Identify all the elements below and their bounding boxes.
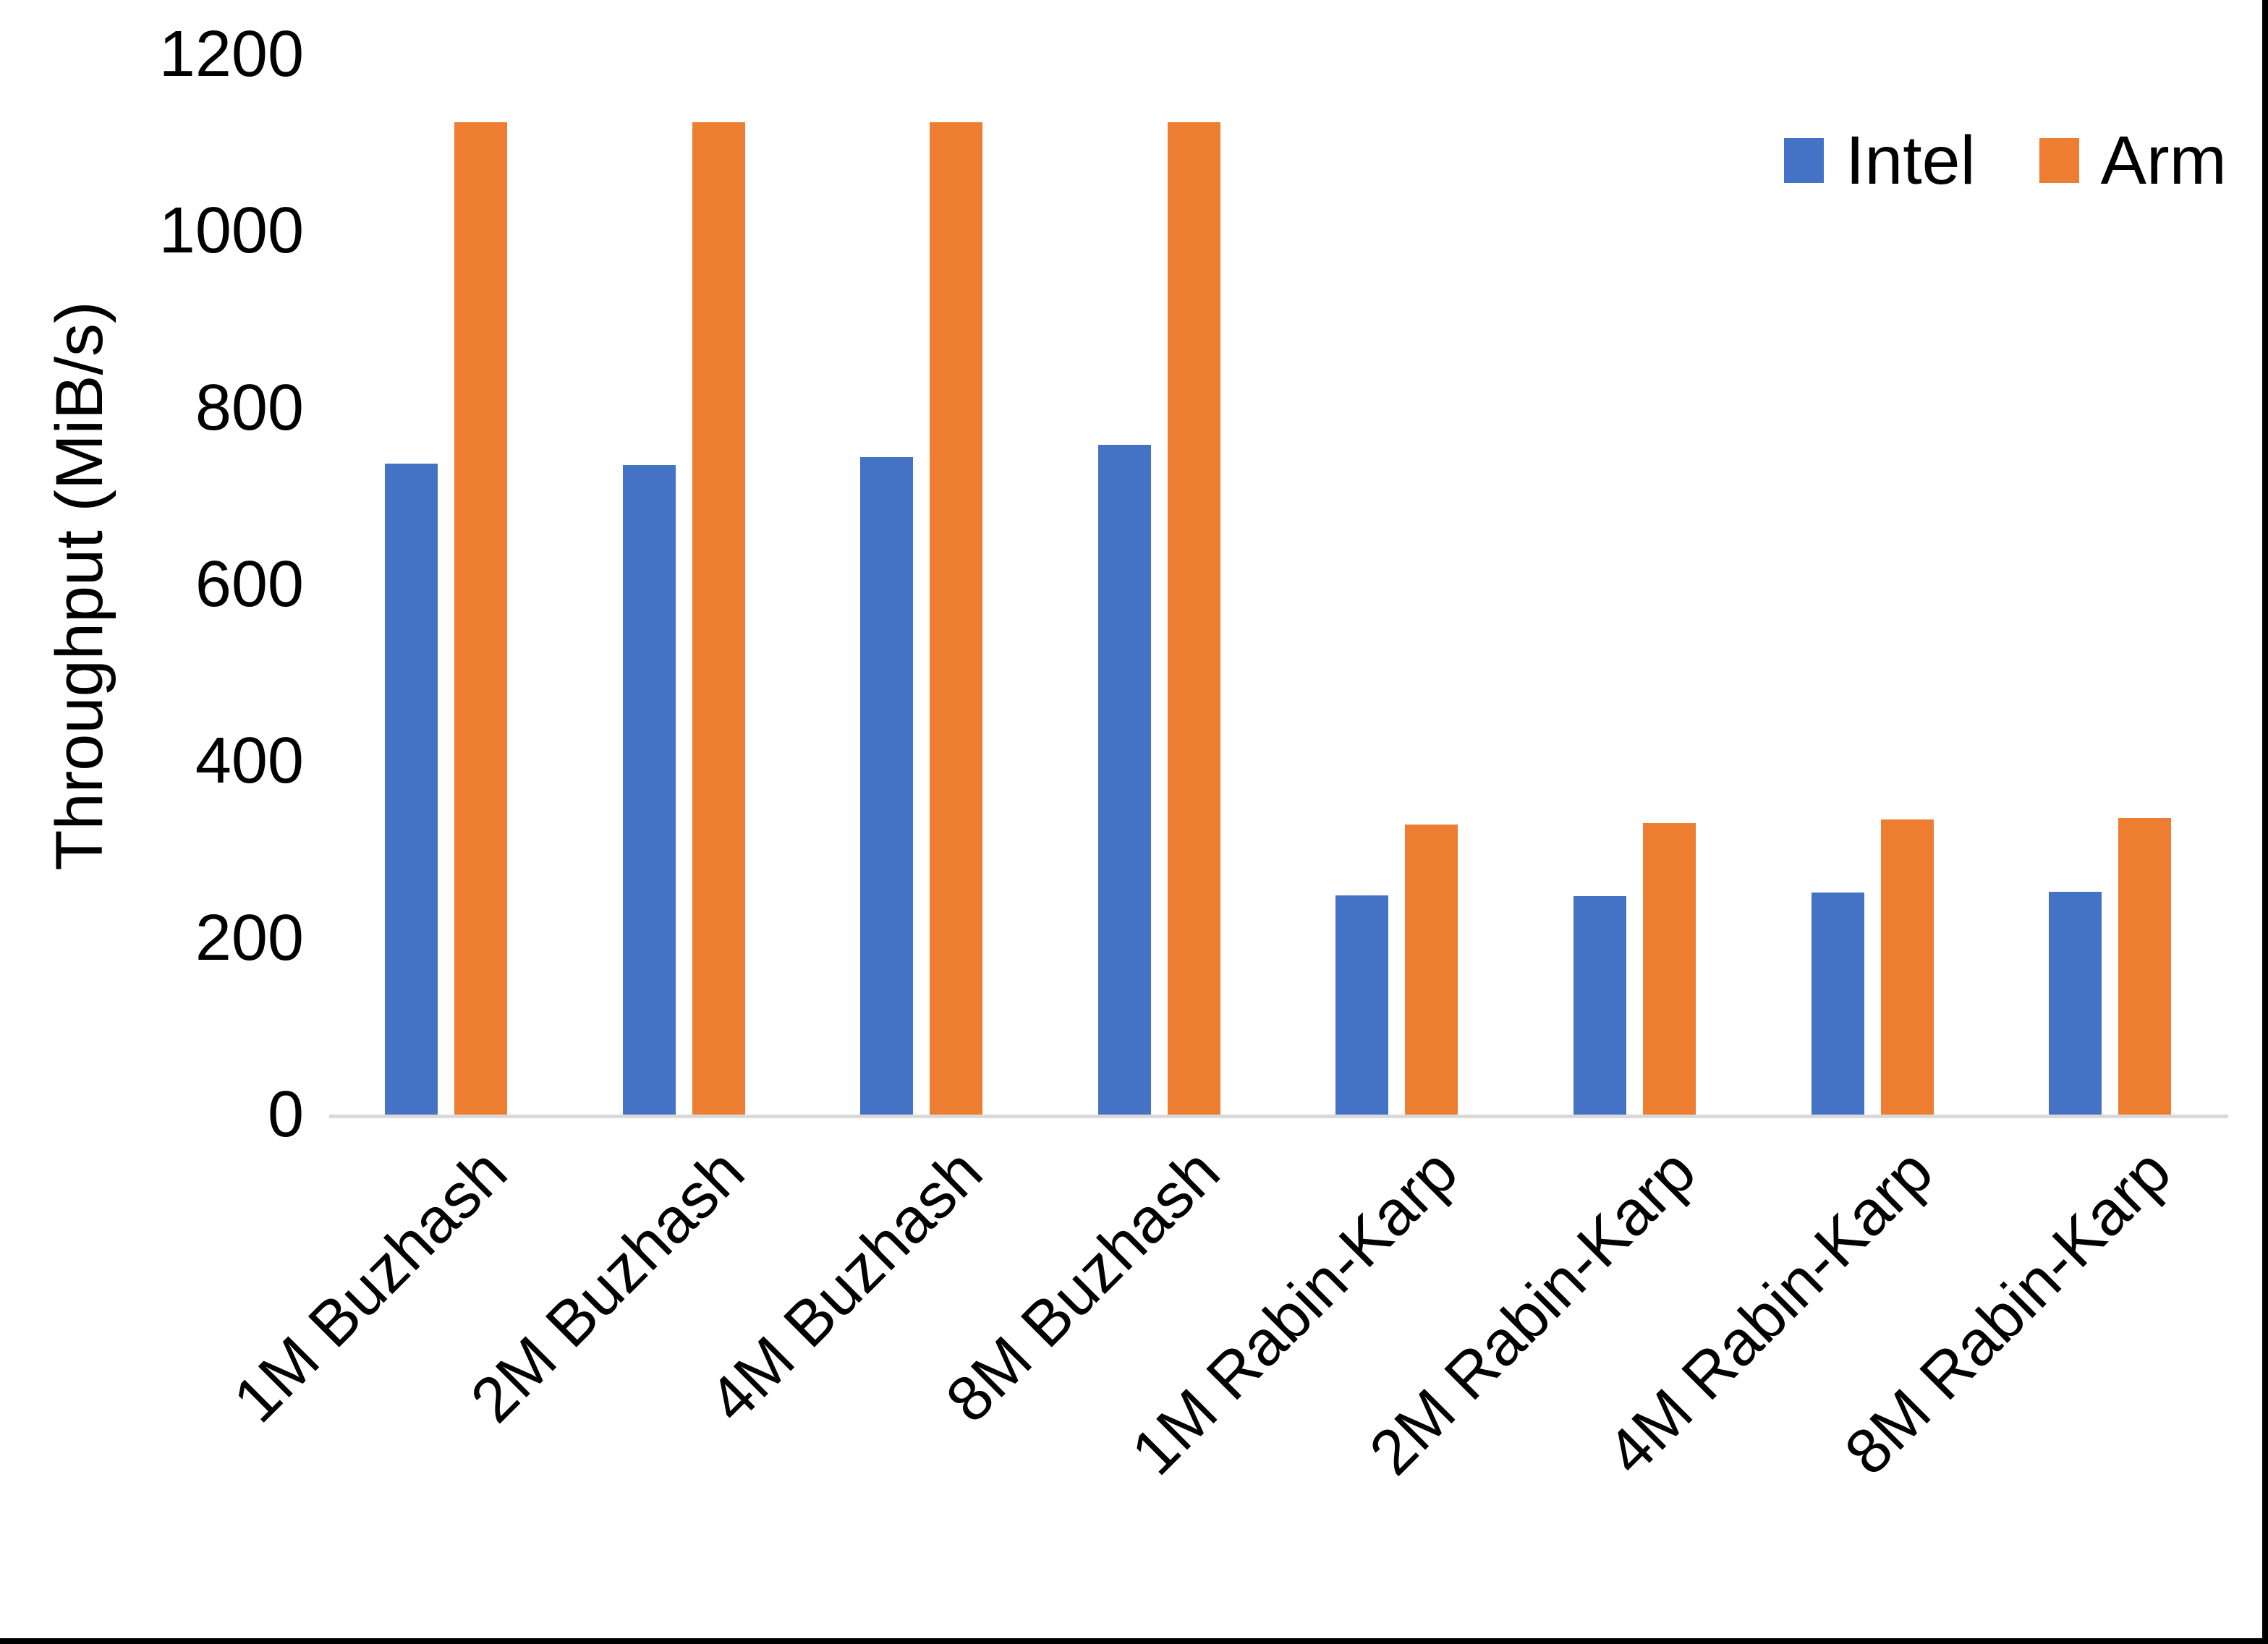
x-category-label-2m-rabin-karp: 2M Rabin-Karp bbox=[1355, 1135, 1709, 1488]
legend-item-intel: Intel bbox=[1784, 124, 1976, 197]
x-category-label-8m-rabin-karp: 8M Rabin-Karp bbox=[1830, 1135, 2184, 1488]
y-tick-label-1000: 1000 bbox=[158, 195, 304, 268]
legend-swatch-arm bbox=[2039, 138, 2079, 183]
legend-item-arm: Arm bbox=[2039, 124, 2227, 197]
bar-arm-2m-buzhash bbox=[692, 122, 745, 1115]
bar-intel-8m-rabin-karp bbox=[2049, 892, 2102, 1115]
legend-label-intel: Intel bbox=[1846, 122, 1976, 199]
x-category-label-1m-rabin-karp: 1M Rabin-Karp bbox=[1117, 1135, 1471, 1488]
legend: Intel Arm bbox=[1784, 124, 2227, 197]
bar-intel-2m-rabin-karp bbox=[1573, 896, 1626, 1115]
bar-intel-4m-rabin-karp bbox=[1811, 893, 1864, 1115]
legend-label-arm: Arm bbox=[2100, 122, 2227, 199]
bar-arm-1m-buzhash bbox=[454, 122, 507, 1115]
y-tick-label-200: 200 bbox=[195, 901, 304, 974]
bar-arm-8m-buzhash bbox=[1167, 122, 1220, 1115]
y-tick-label-600: 600 bbox=[195, 548, 304, 621]
x-category-label-4m-rabin-karp: 4M Rabin-Karp bbox=[1592, 1135, 1947, 1488]
x-category-label-4m-buzhash: 4M Buzhash bbox=[694, 1135, 995, 1436]
bar-intel-4m-buzhash bbox=[860, 457, 914, 1115]
y-tick-label-1200: 1200 bbox=[158, 18, 304, 90]
bar-intel-1m-rabin-karp bbox=[1335, 895, 1389, 1115]
bar-intel-8m-buzhash bbox=[1097, 444, 1151, 1115]
x-category-label-1m-buzhash: 1M Buzhash bbox=[218, 1135, 520, 1436]
y-tick-label-0: 0 bbox=[267, 1078, 304, 1151]
bar-arm-1m-rabin-karp bbox=[1405, 825, 1458, 1115]
y-tick-label-800: 800 bbox=[195, 371, 304, 444]
x-category-label-2m-buzhash: 2M Buzhash bbox=[456, 1135, 758, 1436]
y-tick-label-400: 400 bbox=[195, 725, 304, 798]
bar-arm-4m-rabin-karp bbox=[1880, 819, 1934, 1115]
bar-intel-2m-buzhash bbox=[622, 465, 676, 1115]
legend-swatch-intel bbox=[1784, 138, 1824, 183]
bar-arm-4m-buzhash bbox=[930, 122, 983, 1115]
bar-intel-1m-buzhash bbox=[385, 463, 438, 1115]
x-axis-line bbox=[329, 1115, 2228, 1118]
bar-arm-2m-rabin-karp bbox=[1643, 822, 1696, 1115]
x-category-label-8m-buzhash: 8M Buzhash bbox=[932, 1135, 1233, 1436]
bar-arm-8m-rabin-karp bbox=[2118, 817, 2172, 1115]
